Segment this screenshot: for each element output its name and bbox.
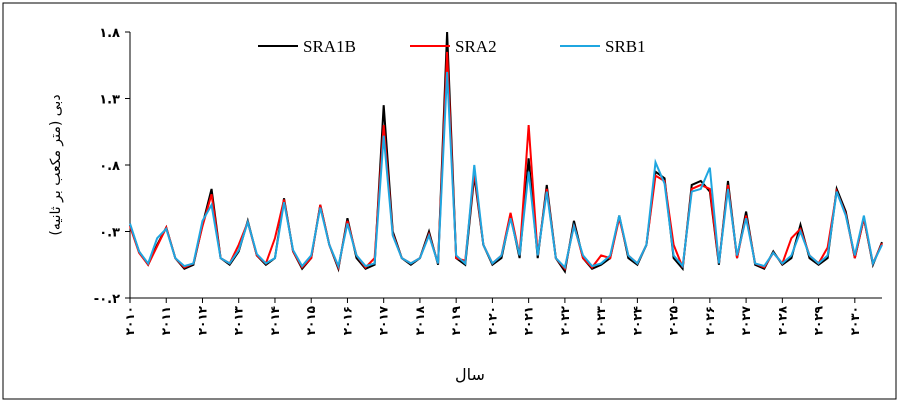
y-axis-title: دبی (متر مکعب بر ثانیه) bbox=[48, 94, 64, 235]
x-tick-label: ۲۰۲۸ bbox=[775, 305, 789, 335]
series-line bbox=[129, 71, 883, 270]
legend-label: SRB1 bbox=[605, 37, 646, 56]
x-tick-label: ۲۰۲۳ bbox=[594, 305, 608, 335]
x-tick-label: ۲۰۲۶ bbox=[703, 306, 717, 335]
x-tick-label: ۲۰۱۶ bbox=[340, 306, 354, 335]
x-tick-label: ۲۰۱۷ bbox=[377, 305, 391, 335]
x-tick-label: ۲۰۱۴ bbox=[268, 306, 282, 335]
legend-label: SRA2 bbox=[455, 37, 497, 56]
y-tick-label: ۰.۸ bbox=[99, 159, 120, 174]
x-tick-label: ۲۰۲۹ bbox=[812, 305, 826, 335]
legend-label: SRA1B bbox=[303, 37, 356, 56]
x-tick-label: ۲۰۳۰ bbox=[848, 306, 862, 335]
x-tick-label: ۲۰۲۵ bbox=[667, 306, 681, 335]
x-tick-label: ۲۰۲۰ bbox=[485, 306, 499, 335]
x-tick-label: ۲۰۱۹ bbox=[449, 305, 463, 335]
y-tick-label: ۱.۳ bbox=[99, 93, 120, 108]
x-tick-label: ۲۰۲۱ bbox=[522, 306, 536, 335]
x-tick-label: ۲۰۱۵ bbox=[304, 306, 318, 335]
y-tick-label: -۰.۲ bbox=[94, 292, 120, 307]
x-tick-label: ۲۰۱۲ bbox=[195, 305, 209, 335]
x-tick-label: ۲۰۱۰ bbox=[123, 306, 137, 335]
y-tick-label: ۱.۸ bbox=[99, 26, 120, 41]
x-tick-label: ۲۰۱۳ bbox=[232, 305, 246, 335]
x-axis-title: سال bbox=[455, 365, 485, 384]
x-tick-label: ۲۰۱۸ bbox=[413, 305, 427, 335]
x-tick-label: ۲۰۲۴ bbox=[630, 306, 644, 335]
x-tick-label: ۲۰۱۱ bbox=[159, 306, 173, 335]
x-tick-label: ۲۰۲۷ bbox=[739, 305, 753, 335]
x-tick-label: ۲۰۲۲ bbox=[558, 305, 572, 335]
y-tick-label: ۰.۳ bbox=[99, 226, 120, 241]
